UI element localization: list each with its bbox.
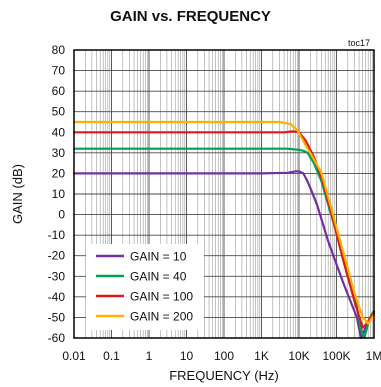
tick-labels: 0.01 0.1 1 10 100 1K 10K 100K 1M-60-50-40-30-20-…: [48, 43, 381, 363]
y-tick-label: 10: [52, 187, 66, 201]
x-tick-label: 100: [214, 349, 234, 363]
chart-title: GAIN vs. FREQUENCY: [110, 8, 271, 25]
x-tick-label: 0.01: [62, 349, 86, 363]
y-tick-label: -60: [48, 331, 66, 345]
y-tick-label: 40: [52, 125, 66, 139]
y-tick-label: -50: [48, 310, 66, 324]
x-tick-label: 10: [180, 349, 194, 363]
y-tick-label: -10: [48, 228, 66, 242]
legend-label: GAIN = 200: [130, 310, 193, 324]
y-tick-label: 30: [52, 146, 66, 160]
x-tick-label: 1M: [366, 349, 381, 363]
legend-label: GAIN = 10: [130, 250, 187, 264]
y-tick-label: -40: [48, 290, 66, 304]
y-tick-label: -20: [48, 249, 66, 263]
legend-label: GAIN = 40: [130, 270, 187, 284]
y-tick-label: 50: [52, 105, 66, 119]
y-tick-label: 60: [52, 84, 66, 98]
x-tick-label: 1K: [254, 349, 269, 363]
x-axis-label: FREQUENCY (Hz): [169, 368, 279, 383]
y-tick-label: 80: [52, 43, 66, 57]
x-tick-label: 100K: [322, 349, 350, 363]
x-tick-label: 1: [146, 349, 153, 363]
legend-label: GAIN = 100: [130, 290, 193, 304]
y-axis-label: GAIN (dB): [10, 164, 25, 224]
y-tick-label: -30: [48, 269, 66, 283]
legend: GAIN = 10 GAIN = 40 GAIN = 100 GAIN = 200: [86, 244, 204, 330]
x-tick-label: 10K: [288, 349, 309, 363]
series-line: [72, 120, 376, 325]
y-tick-label: 0: [58, 208, 65, 222]
y-tick-label: 20: [52, 166, 66, 180]
chart-annotation: toc17: [348, 38, 370, 48]
y-tick-label: 70: [52, 64, 66, 78]
x-tick-label: 0.1: [103, 349, 120, 363]
series-group: [72, 120, 376, 340]
plot-frame: [73, 49, 375, 339]
